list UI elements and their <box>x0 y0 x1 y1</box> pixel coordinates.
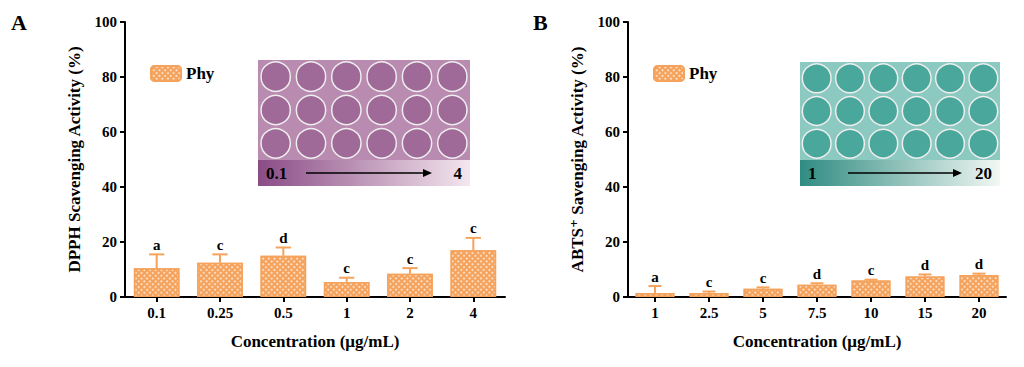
svg-text:5: 5 <box>759 305 767 321</box>
svg-text:4: 4 <box>470 305 478 321</box>
svg-text:15: 15 <box>918 305 933 321</box>
svg-text:0.25: 0.25 <box>207 305 233 321</box>
svg-text:c: c <box>868 262 875 278</box>
svg-text:d: d <box>279 230 288 246</box>
svg-text:c: c <box>407 251 414 267</box>
svg-text:80: 80 <box>605 69 620 85</box>
svg-text:a: a <box>153 237 161 253</box>
svg-text:40: 40 <box>605 179 620 195</box>
svg-text:60: 60 <box>102 124 117 140</box>
svg-text:Concentration (μg/mL): Concentration (μg/mL) <box>733 332 902 351</box>
svg-text:A: A <box>11 10 27 35</box>
svg-text:0.5: 0.5 <box>274 305 293 321</box>
svg-text:100: 100 <box>95 14 118 30</box>
svg-text:1: 1 <box>343 305 351 321</box>
svg-text:80: 80 <box>102 69 117 85</box>
svg-text:20: 20 <box>102 234 117 250</box>
svg-text:c: c <box>760 270 767 286</box>
svg-text:d: d <box>975 256 984 272</box>
svg-text:0.1: 0.1 <box>266 164 287 183</box>
svg-text:0: 0 <box>613 289 621 305</box>
svg-text:20: 20 <box>972 305 987 321</box>
svg-text:40: 40 <box>102 179 117 195</box>
svg-text:ABTS⁺ Savenging Activity (%): ABTS⁺ Savenging Activity (%) <box>568 47 587 273</box>
svg-text:1: 1 <box>651 305 659 321</box>
svg-text:c: c <box>343 260 350 276</box>
svg-text:B: B <box>533 10 548 35</box>
svg-text:0: 0 <box>110 289 118 305</box>
svg-text:Phy: Phy <box>689 64 718 83</box>
svg-text:d: d <box>813 266 822 282</box>
svg-text:20: 20 <box>605 234 620 250</box>
svg-text:c: c <box>470 220 477 236</box>
svg-text:d: d <box>921 257 930 273</box>
svg-text:20: 20 <box>975 164 992 183</box>
svg-text:10: 10 <box>864 305 879 321</box>
svg-text:2: 2 <box>406 305 414 321</box>
svg-text:4: 4 <box>454 164 463 183</box>
svg-text:0.1: 0.1 <box>147 305 166 321</box>
svg-text:c: c <box>217 237 224 253</box>
svg-text:c: c <box>706 274 713 290</box>
svg-text:Phy: Phy <box>186 64 215 83</box>
svg-text:100: 100 <box>598 14 621 30</box>
svg-text:a: a <box>651 269 659 285</box>
svg-text:60: 60 <box>605 124 620 140</box>
svg-text:2.5: 2.5 <box>700 305 719 321</box>
svg-text:1: 1 <box>808 164 817 183</box>
svg-text:DPPH Scavenging Activity (%): DPPH Scavenging Activity (%) <box>65 46 84 272</box>
svg-text:7.5: 7.5 <box>808 305 827 321</box>
svg-text:Concentration (μg/mL): Concentration (μg/mL) <box>231 332 400 351</box>
